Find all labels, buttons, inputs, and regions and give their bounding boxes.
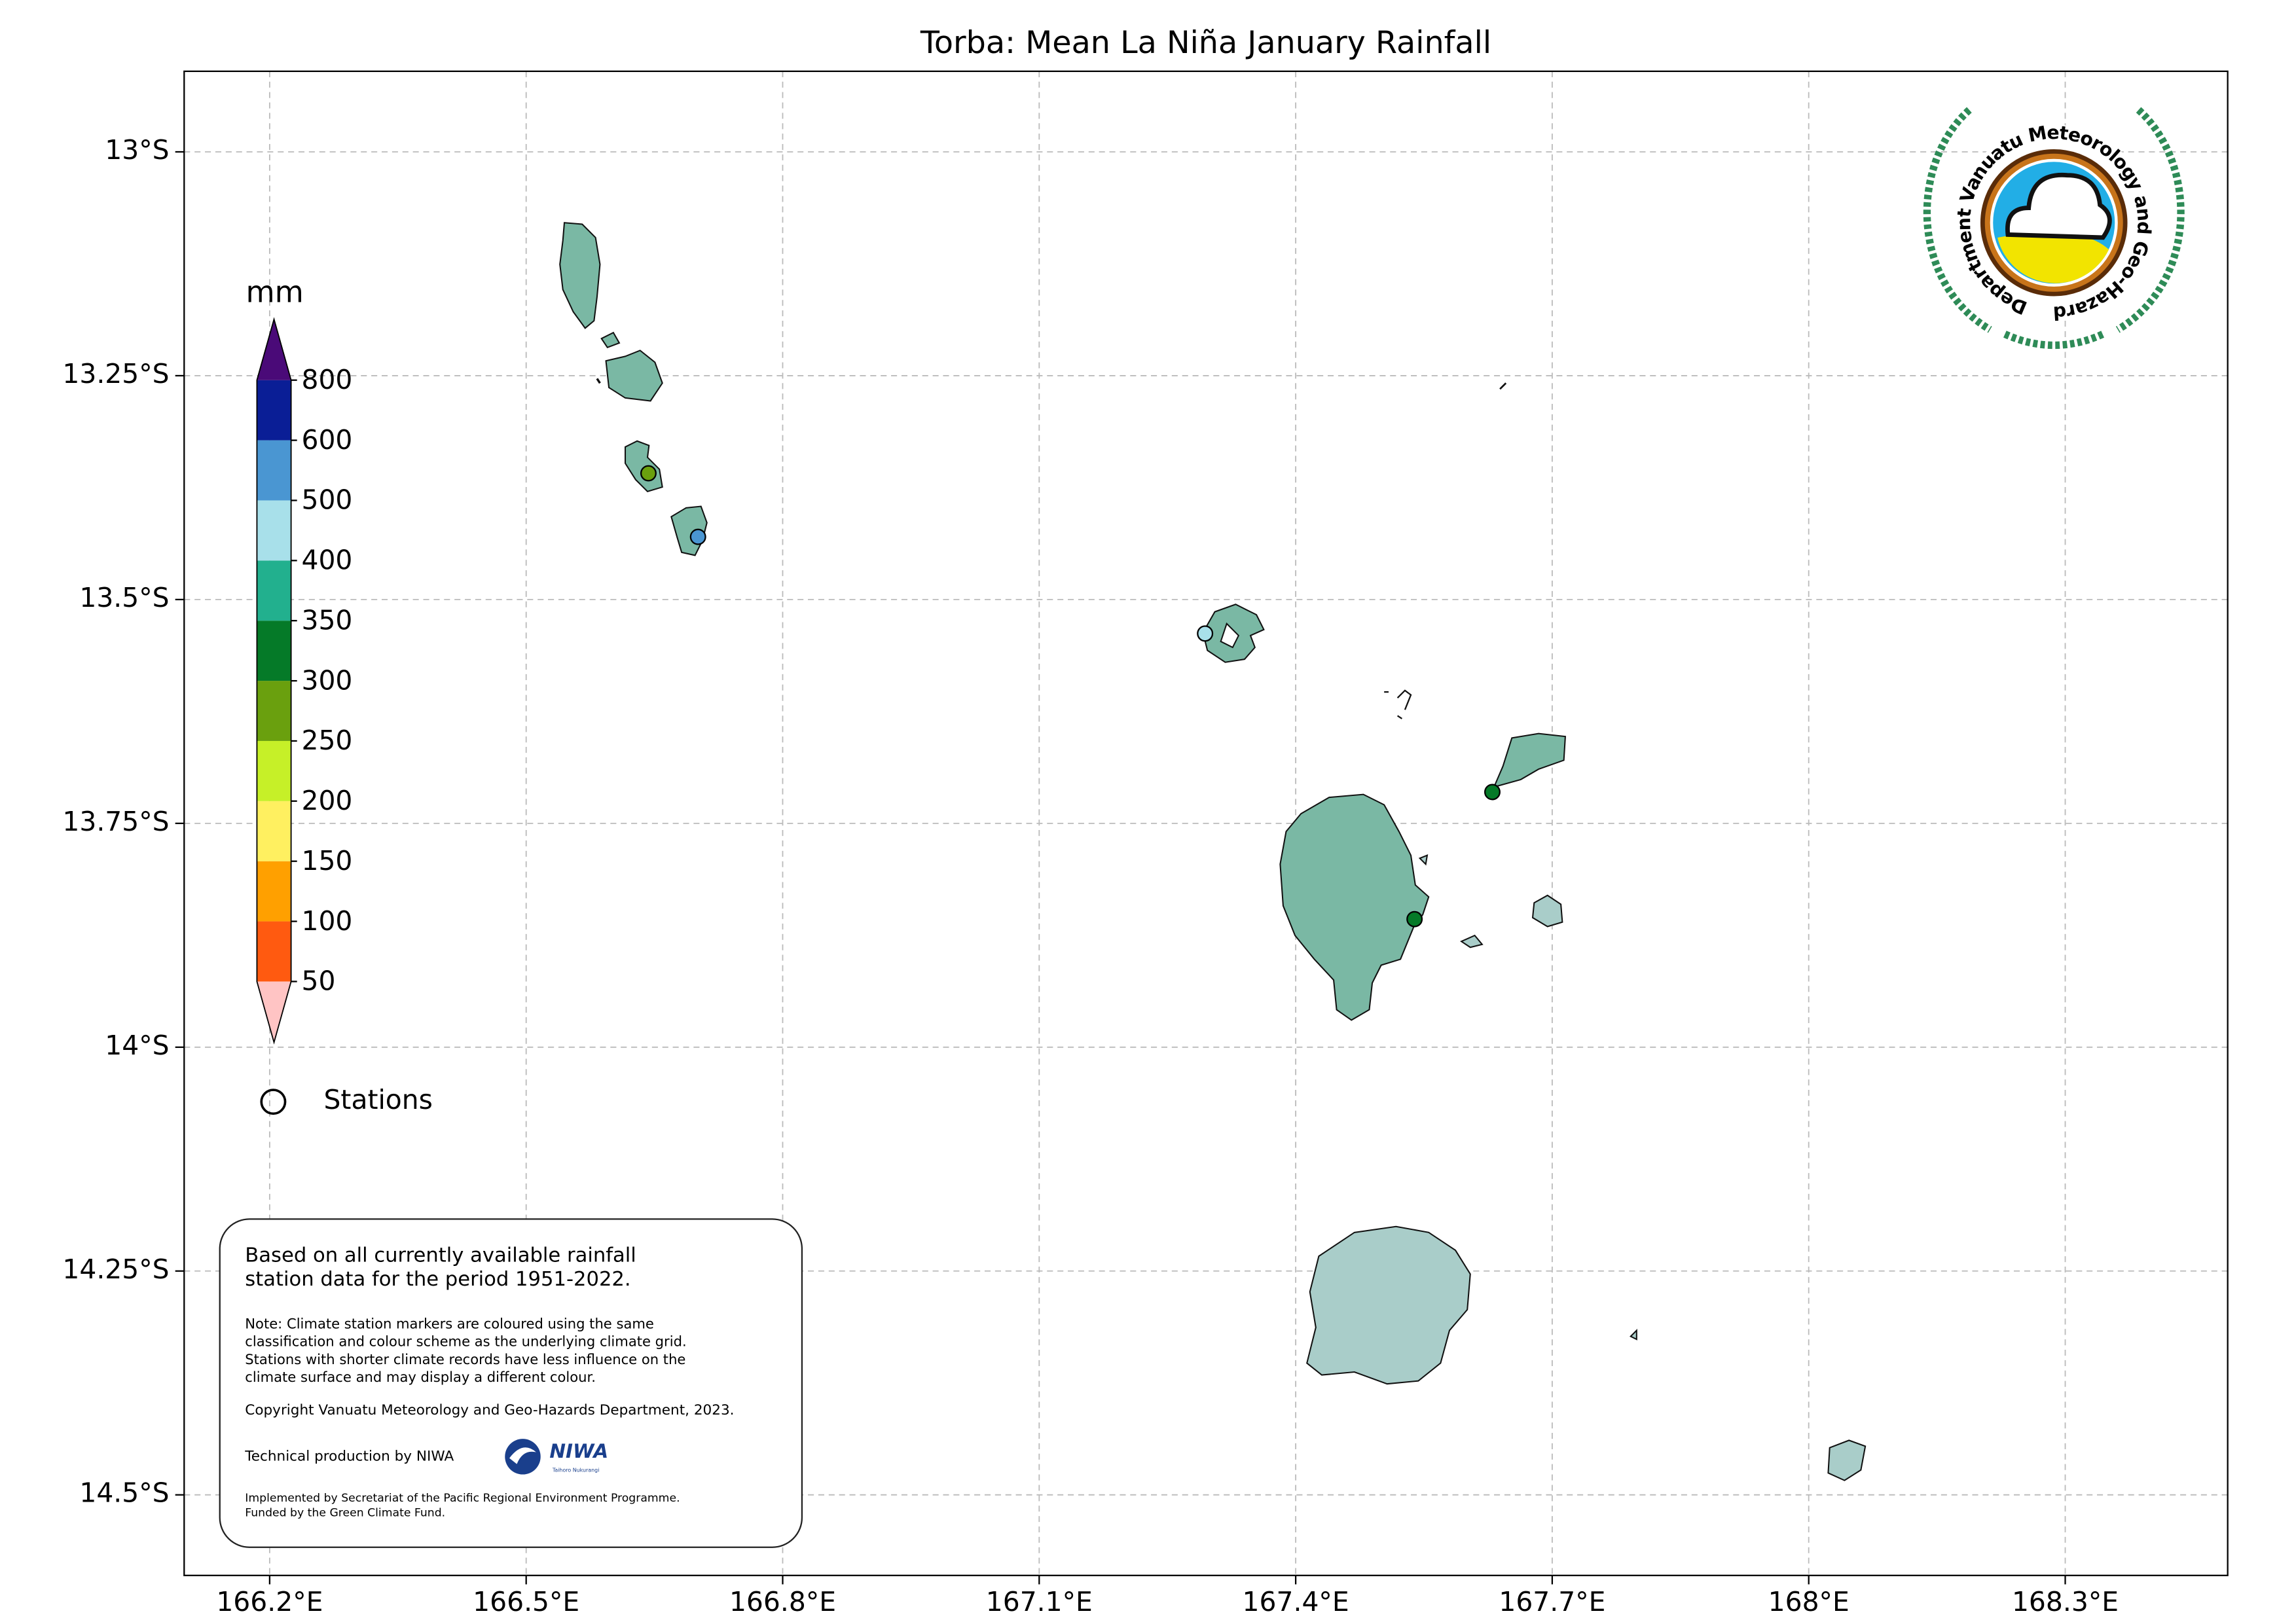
y-tick-label: 14°S	[105, 1030, 169, 1061]
station-marker	[1406, 911, 1423, 928]
y-tick-label: 13.25°S	[62, 358, 169, 389]
info-box: Based on all currently available rainfal…	[219, 1218, 803, 1548]
y-tick-label: 14.5°S	[79, 1477, 169, 1509]
island	[559, 222, 601, 329]
colorbar-segment	[257, 560, 291, 621]
niwa-subtext: Taihoro Nukurangi	[552, 1467, 600, 1473]
note-line: Note: Climate station markers are colour…	[245, 1315, 654, 1331]
islet	[596, 378, 601, 384]
info-text: Based on all currently available rainfal…	[244, 1244, 734, 1520]
note-line: climate surface and may display a differ…	[245, 1369, 596, 1385]
chart-title: Torba: Mean La Niña January Rainfall	[920, 25, 1491, 61]
colorbar-segment	[257, 500, 291, 561]
x-tick-label: 167.1°E	[986, 1586, 1093, 1617]
copyright: Copyright Vanuatu Meteorology and Geo-Ha…	[245, 1402, 734, 1418]
x-tick-label: 167.4°E	[1243, 1586, 1349, 1617]
x-tick-label: 166.2°E	[216, 1586, 323, 1617]
island	[1630, 1329, 1637, 1341]
colorbar-tick-label: 400	[301, 545, 352, 576]
island	[1202, 604, 1265, 663]
colorbar-segment	[257, 921, 291, 982]
island	[1827, 1439, 1867, 1481]
implemented-line: Implemented by Secretariat of the Pacifi…	[245, 1492, 680, 1505]
station-marker	[1484, 784, 1501, 801]
x-tick-label: 166.8°E	[729, 1586, 836, 1617]
y-tick-label: 14.25°S	[62, 1254, 169, 1285]
colorbar-extend-low	[257, 981, 291, 1043]
summary-line: Based on all currently available rainfal…	[245, 1244, 636, 1267]
colorbar-segment	[257, 740, 291, 801]
info-box-frame	[219, 1218, 803, 1548]
colorbar-segment	[257, 440, 291, 501]
logo-sun	[1997, 232, 2109, 283]
island	[1460, 934, 1484, 948]
colorbar-segment	[257, 681, 291, 741]
niwa-swirl	[509, 1447, 536, 1464]
niwa-text: NIWA	[549, 1440, 608, 1462]
x-tick-label: 167.7°E	[1499, 1586, 1605, 1617]
plot-area: 166.2°E 166.5°E 166.8°E 167.1°E 167.4°E 167.7…	[62, 70, 2229, 1617]
colorbar-segment	[257, 380, 291, 441]
niwa-logo: NIWA Taihoro Nukurangi	[505, 1439, 608, 1475]
colorbar-label: mm	[246, 275, 303, 310]
station-marker	[1197, 625, 1214, 642]
colorbar: 50 100 150 200 250 300 350 400 500 600 800	[256, 317, 352, 1045]
colorbar-tick-label: 150	[301, 845, 352, 876]
technical: Technical production by NIWA	[244, 1448, 454, 1464]
colorbar-tick-label: 100	[301, 905, 352, 937]
colorbar-tick-label: 350	[301, 604, 352, 636]
colorbar-tick-label: 800	[301, 364, 352, 395]
islet	[1384, 689, 1412, 719]
island	[1531, 894, 1563, 928]
island	[605, 350, 663, 402]
plot-frame	[183, 70, 2229, 1576]
legend-label: Stations	[324, 1084, 433, 1115]
y-tick-label: 13.75°S	[62, 806, 169, 837]
note-line: Stations with shorter climate records ha…	[245, 1351, 685, 1367]
x-tick-label: 168.3°E	[2012, 1586, 2119, 1617]
implemented-line: Funded by the Green Climate Fund.	[245, 1507, 445, 1520]
island	[1493, 732, 1567, 788]
colorbar-tick-label: 600	[301, 424, 352, 456]
y-tick-label: 13.5°S	[79, 582, 169, 613]
colorbar-tick-label: 50	[301, 965, 335, 997]
colorbar-tick-label: 250	[301, 725, 352, 756]
logo-cloud	[2005, 172, 2112, 240]
colorbar-segment	[257, 801, 291, 861]
niwa-mark	[505, 1439, 541, 1475]
summary-line: station data for the period 1951-2022.	[245, 1268, 630, 1291]
colorbar-segment	[257, 621, 291, 681]
colorbar-tick-label: 300	[301, 664, 352, 696]
x-tick-label: 166.5°E	[473, 1586, 579, 1617]
island	[1418, 854, 1429, 866]
note-line: classification and colour scheme as the …	[245, 1333, 686, 1350]
island	[600, 331, 621, 349]
colorbar-tick-label: 200	[301, 785, 352, 816]
islet	[1499, 382, 1507, 390]
island	[1279, 793, 1430, 1021]
station-marker	[640, 465, 657, 482]
x-tick-label: 168°E	[1768, 1586, 1850, 1617]
island	[1306, 1225, 1471, 1385]
y-tick-label: 13°S	[105, 134, 169, 166]
legend-marker	[260, 1089, 287, 1115]
colorbar-extend-high	[257, 319, 291, 380]
colorbar-tick-label: 500	[301, 484, 352, 516]
colorbar-segment	[257, 861, 291, 922]
station-marker	[689, 528, 706, 545]
laurel	[1923, 107, 2185, 349]
